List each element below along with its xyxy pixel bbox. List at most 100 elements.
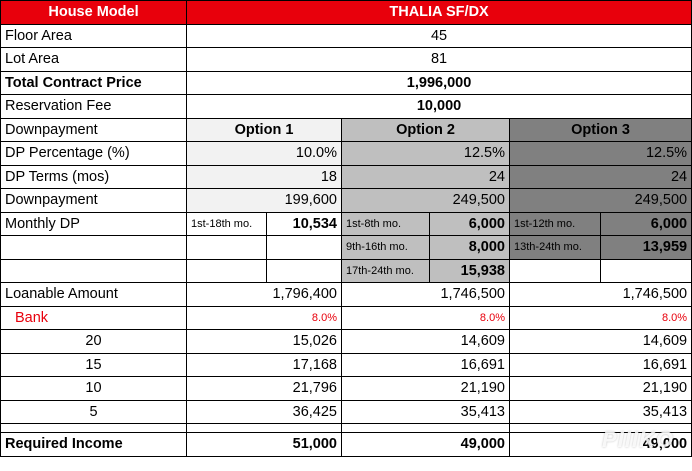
loanable-label: Loanable Amount — [0, 282, 187, 307]
required-income-label: Required Income — [0, 432, 187, 457]
floor-area-value: 45 — [185, 23, 692, 48]
spacer-row — [0, 423, 692, 433]
required-income-opt3: 49,000 — [508, 432, 692, 457]
required-income-row: Required Income 51,000 49,000 49,000 — [0, 432, 692, 457]
term-years: 20 — [0, 329, 187, 354]
empty-cell — [599, 258, 692, 283]
floor-area-row: Floor Area 45 — [0, 23, 692, 48]
monthly-dp-opt2-amount-1: 6,000 — [429, 211, 510, 236]
monthly-dp-row-3: 17th-24th mo. 15,938 — [0, 258, 692, 283]
empty-cell — [186, 235, 267, 260]
required-income-opt2: 49,000 — [341, 432, 510, 457]
lot-area-row: Lot Area 81 — [0, 47, 692, 72]
term-amort-opt1: 36,425 — [186, 399, 342, 424]
monthly-dp-row-1: Monthly DP 1st-18th mo. 10,534 1st-8th m… — [0, 211, 692, 236]
empty-cell — [186, 423, 342, 433]
reservation-value: 10,000 — [185, 94, 692, 119]
option-1-header: Option 1 — [186, 117, 342, 142]
bank-rate-opt2: 8.0% — [341, 305, 510, 330]
term-amort-opt2: 16,691 — [341, 352, 510, 377]
dp-percentage-opt2: 12.5% — [341, 141, 510, 166]
term-amort-opt3: 21,190 — [508, 376, 692, 401]
dp-terms-opt1: 18 — [186, 164, 342, 189]
monthly-dp-opt1-period: 1st-18th mo. — [186, 211, 267, 236]
empty-cell — [266, 235, 342, 260]
lot-area-label: Lot Area — [0, 47, 187, 72]
options-header-row: Downpayment Option 1 Option 2 Option 3 — [0, 117, 692, 142]
monthly-dp-opt2-period-1: 1st-8th mo. — [341, 211, 430, 236]
term-years: 15 — [0, 352, 187, 377]
bank-rate-opt3: 8.0% — [508, 305, 692, 330]
header-row: House Model THALIA SF/DX — [0, 0, 692, 25]
monthly-dp-opt3-period-2: 13th-24th mo. — [509, 235, 601, 260]
loanable-opt3: 1,746,500 — [508, 282, 692, 307]
loanable-opt2: 1,746,500 — [341, 282, 510, 307]
house-model-label: House Model — [0, 0, 187, 25]
monthly-dp-opt2-amount-2: 8,000 — [429, 235, 510, 260]
monthly-dp-opt3-period-1: 1st-12th mo. — [509, 211, 601, 236]
dp-amount-label: Downpayment — [0, 188, 187, 213]
dp-terms-opt3: 24 — [508, 164, 692, 189]
term-amort-opt2: 14,609 — [341, 329, 510, 354]
house-model-name: THALIA SF/DX — [185, 0, 692, 25]
monthly-dp-opt3-amount-2: 13,959 — [599, 235, 692, 260]
term-amort-opt2: 35,413 — [341, 399, 510, 424]
loanable-row: Loanable Amount 1,796,400 1,746,500 1,74… — [0, 282, 692, 307]
loanable-opt1: 1,796,400 — [186, 282, 342, 307]
term-amort-opt1: 21,796 — [186, 376, 342, 401]
term-row: 15 17,168 16,691 16,691 — [0, 352, 692, 377]
term-amort-opt1: 15,026 — [186, 329, 342, 354]
dp-percentage-opt1: 10.0% — [186, 141, 342, 166]
dp-percentage-row: DP Percentage (%) 10.0% 12.5% 12.5% — [0, 141, 692, 166]
tcp-label: Total Contract Price — [0, 70, 187, 95]
empty-cell — [341, 423, 510, 433]
term-row: 5 36,425 35,413 35,413 — [0, 399, 692, 424]
dp-amount-row: Downpayment 199,600 249,500 249,500 — [0, 188, 692, 213]
empty-cell — [186, 258, 267, 283]
term-amort-opt3: 35,413 — [508, 399, 692, 424]
monthly-dp-opt2-amount-3: 15,938 — [429, 258, 510, 283]
empty-cell — [0, 423, 187, 433]
dp-amount-opt1: 199,600 — [186, 188, 342, 213]
reservation-label: Reservation Fee — [0, 94, 187, 119]
empty-cell — [509, 258, 601, 283]
empty-cell — [0, 258, 187, 283]
empty-cell — [266, 258, 342, 283]
term-amort-opt1: 17,168 — [186, 352, 342, 377]
dp-amount-opt3: 249,500 — [508, 188, 692, 213]
empty-cell — [0, 235, 187, 260]
dp-percentage-opt3: 12.5% — [508, 141, 692, 166]
term-years: 5 — [0, 399, 187, 424]
dp-terms-row: DP Terms (mos) 18 24 24 — [0, 164, 692, 189]
lot-area-value: 81 — [185, 47, 692, 72]
floor-area-label: Floor Area — [0, 23, 187, 48]
reservation-row: Reservation Fee 10,000 — [0, 94, 692, 119]
dp-terms-label: DP Terms (mos) — [0, 164, 187, 189]
bank-label: Bank — [0, 305, 187, 330]
term-amort-opt3: 14,609 — [508, 329, 692, 354]
option-3-header: Option 3 — [508, 117, 692, 142]
monthly-dp-row-2: 9th-16th mo. 8,000 13th-24th mo. 13,959 — [0, 235, 692, 260]
term-years: 10 — [0, 376, 187, 401]
tcp-value: 1,996,000 — [185, 70, 692, 95]
tcp-row: Total Contract Price 1,996,000 — [0, 70, 692, 95]
option-2-header: Option 2 — [341, 117, 510, 142]
monthly-dp-opt2-period-3: 17th-24th mo. — [341, 258, 430, 283]
monthly-dp-opt3-amount-1: 6,000 — [599, 211, 692, 236]
bank-row: Bank 8.0% 8.0% 8.0% — [0, 305, 692, 330]
term-amort-opt3: 16,691 — [508, 352, 692, 377]
monthly-dp-label: Monthly DP — [0, 211, 187, 236]
monthly-dp-opt2-period-2: 9th-16th mo. — [341, 235, 430, 260]
dp-terms-opt2: 24 — [341, 164, 510, 189]
term-row: 20 15,026 14,609 14,609 — [0, 329, 692, 354]
watermark-logo: PIIIKO — [601, 427, 674, 452]
dp-percentage-label: DP Percentage (%) — [0, 141, 187, 166]
empty-cell — [508, 423, 692, 433]
term-amort-opt2: 21,190 — [341, 376, 510, 401]
required-income-opt1: 51,000 — [186, 432, 342, 457]
bank-rate-opt1: 8.0% — [186, 305, 342, 330]
dp-amount-opt2: 249,500 — [341, 188, 510, 213]
monthly-dp-opt1-amount: 10,534 — [266, 211, 342, 236]
term-row: 10 21,796 21,190 21,190 — [0, 376, 692, 401]
downpayment-section-label: Downpayment — [0, 117, 187, 142]
